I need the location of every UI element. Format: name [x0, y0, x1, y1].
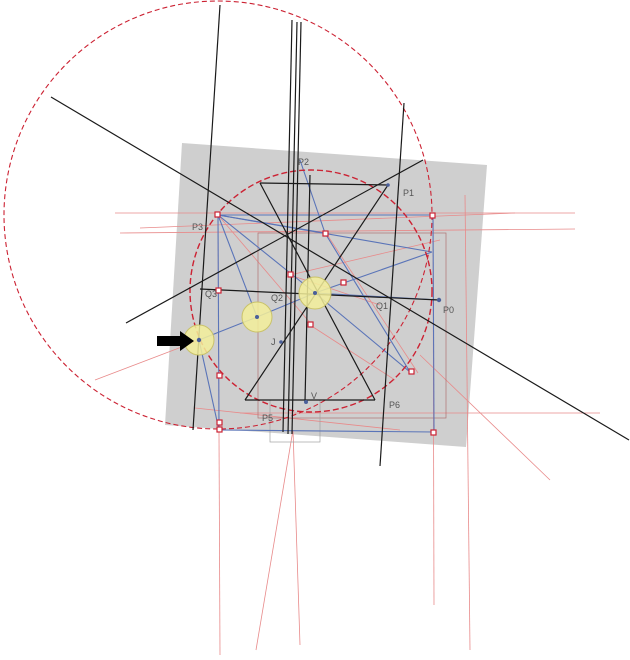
- label-p3: P3: [192, 222, 203, 232]
- red-markers: [214, 211, 437, 436]
- label-p6: P6: [389, 400, 400, 410]
- point-dots: [196, 183, 442, 404]
- label-p0: P0: [443, 305, 454, 315]
- label-q2: Q2: [271, 293, 283, 303]
- medium-dashed-circle: [189, 169, 433, 413]
- right-arrow-icon: [157, 331, 194, 351]
- label-p2: P2: [298, 157, 309, 167]
- label-q1: Q1: [376, 301, 388, 311]
- label-v: V: [311, 391, 317, 401]
- label-j: J: [271, 337, 276, 347]
- label-p1: P1: [403, 188, 414, 198]
- label-p5: P5: [262, 413, 273, 423]
- label-q3: Q3: [205, 289, 217, 299]
